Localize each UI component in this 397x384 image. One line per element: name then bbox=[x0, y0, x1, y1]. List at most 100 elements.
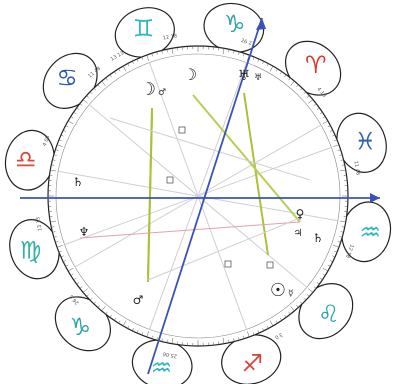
capricorn-icon: ♑ bbox=[69, 313, 91, 341]
tick bbox=[89, 297, 93, 301]
tick bbox=[341, 226, 345, 228]
tick bbox=[105, 77, 108, 81]
axis-lines bbox=[20, 17, 380, 375]
tick bbox=[171, 48, 174, 55]
tick bbox=[233, 50, 235, 54]
tick bbox=[63, 129, 67, 132]
tick bbox=[52, 159, 56, 161]
tick bbox=[118, 68, 121, 72]
tick bbox=[339, 169, 346, 172]
cancer-icon: ♋ bbox=[56, 64, 78, 92]
tick bbox=[296, 305, 299, 308]
tick bbox=[93, 87, 97, 91]
tick bbox=[141, 332, 144, 336]
tick bbox=[252, 56, 255, 60]
tick bbox=[288, 77, 291, 81]
tick bbox=[341, 164, 345, 166]
tick bbox=[247, 331, 250, 338]
sign-glyphs: ♑ ♈ ♓ ♒ ♌ ♐ ♒ ♑ ♍ ♎ ♋ ♊ bbox=[15, 10, 381, 382]
aquarius-icon: ♒ bbox=[151, 354, 173, 382]
tick bbox=[53, 154, 57, 156]
tick bbox=[122, 65, 127, 72]
aspect-line bbox=[192, 94, 301, 223]
tick bbox=[101, 306, 106, 312]
tick bbox=[243, 335, 245, 339]
cusp-degree-label: 12 18 bbox=[162, 33, 177, 41]
house-line bbox=[64, 146, 332, 246]
tick bbox=[284, 74, 287, 78]
tick bbox=[308, 99, 314, 104]
tick bbox=[332, 255, 336, 258]
tick bbox=[70, 116, 74, 119]
tick bbox=[79, 286, 83, 289]
tick bbox=[319, 277, 323, 281]
tick bbox=[127, 63, 130, 67]
tick bbox=[340, 159, 344, 161]
cusp-degree-label: 26 27 bbox=[240, 38, 255, 48]
cusp-degree-label: 12 18 bbox=[344, 243, 355, 259]
leo-icon: ♌ bbox=[318, 300, 340, 328]
cusp-degree-label: 26 6 bbox=[69, 293, 81, 305]
aspect-line bbox=[109, 117, 311, 181]
tick bbox=[86, 95, 89, 98]
tick bbox=[337, 149, 341, 151]
tick bbox=[313, 103, 317, 106]
tick bbox=[340, 231, 344, 233]
tick bbox=[136, 330, 139, 334]
tick bbox=[262, 327, 265, 331]
gemini-icon: ♊ bbox=[133, 15, 155, 43]
cusp-degree-label: 3 0 bbox=[274, 331, 284, 340]
tick bbox=[161, 338, 163, 342]
tick bbox=[65, 125, 69, 128]
moon-icon: ☽ bbox=[140, 79, 156, 100]
tick bbox=[333, 245, 340, 248]
tick bbox=[257, 330, 260, 334]
tick bbox=[113, 71, 117, 75]
cusp-degree-label: 25 06 bbox=[162, 350, 177, 358]
tick bbox=[89, 91, 93, 95]
capricorn-icon: ♑ bbox=[224, 10, 246, 38]
saturn-icon: ♄ bbox=[313, 231, 324, 245]
tick bbox=[127, 325, 130, 329]
aquarius-icon: ♒ bbox=[359, 219, 381, 247]
tick bbox=[262, 61, 265, 65]
tick bbox=[146, 54, 149, 61]
tick bbox=[275, 320, 278, 324]
tick bbox=[97, 84, 100, 87]
planet-small-glyph: ♂ bbox=[158, 88, 166, 98]
tick bbox=[322, 120, 329, 125]
tick bbox=[58, 139, 62, 142]
tick bbox=[339, 236, 343, 238]
tick bbox=[166, 339, 168, 343]
tick bbox=[279, 71, 283, 75]
tick bbox=[257, 58, 260, 62]
neptune-icon: ♆ bbox=[79, 225, 90, 239]
tick bbox=[322, 267, 329, 272]
venus-icon: ♀ bbox=[296, 207, 305, 221]
tick bbox=[51, 226, 55, 228]
mars-icon: ♂ bbox=[133, 293, 144, 307]
tick bbox=[56, 245, 63, 248]
tick bbox=[51, 164, 55, 166]
cusp-degree-label: 13 13 bbox=[110, 50, 125, 62]
tick bbox=[113, 317, 117, 321]
aspect-line bbox=[243, 92, 269, 256]
inner-ring bbox=[55, 53, 341, 339]
tick bbox=[327, 125, 331, 128]
tick bbox=[279, 317, 283, 321]
aspect-marker bbox=[178, 126, 186, 134]
tick bbox=[156, 51, 158, 55]
tick bbox=[228, 339, 230, 343]
tick bbox=[101, 80, 106, 86]
tick bbox=[67, 120, 74, 125]
tick bbox=[86, 294, 89, 297]
tick bbox=[82, 99, 88, 104]
cusp-degree-label: 13 13 bbox=[35, 216, 43, 231]
tick bbox=[151, 335, 153, 339]
planet-small-glyph: ☿ bbox=[288, 289, 294, 299]
tick bbox=[290, 80, 295, 86]
tick bbox=[161, 50, 163, 54]
tick bbox=[307, 294, 310, 297]
tick bbox=[146, 331, 149, 338]
